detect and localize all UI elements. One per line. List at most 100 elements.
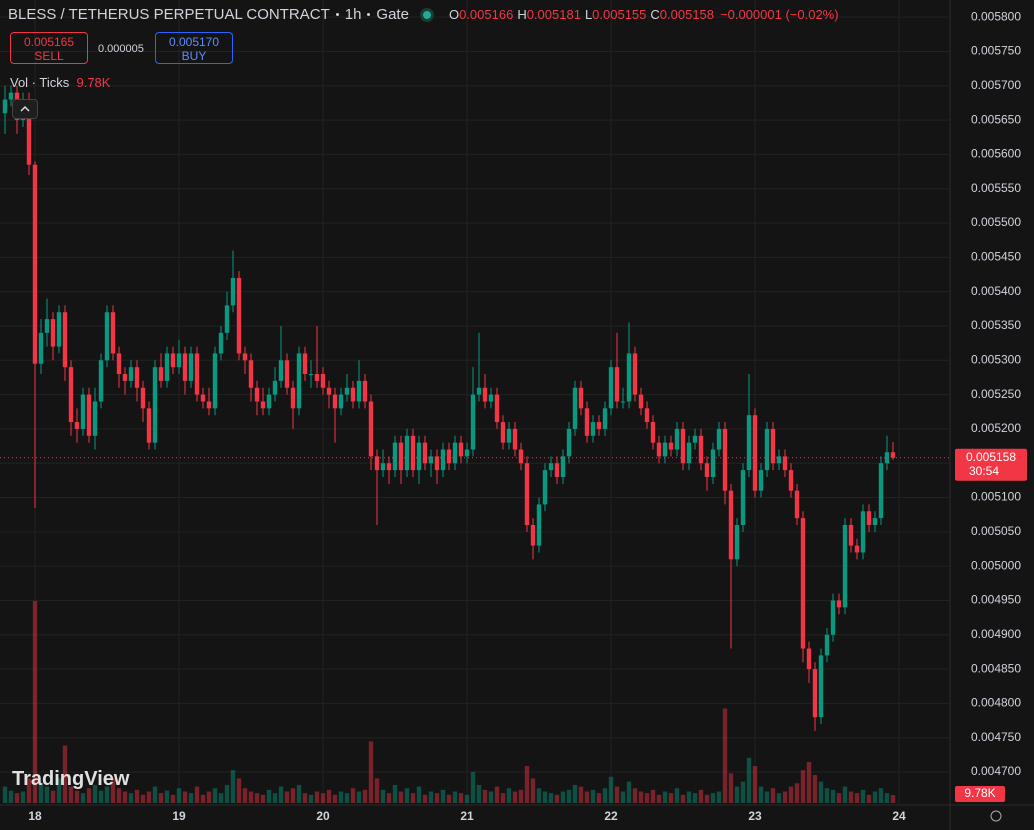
volume-bar bbox=[800, 770, 806, 803]
candle-body bbox=[572, 387, 578, 429]
volume-bar bbox=[242, 788, 248, 803]
volume-bar bbox=[200, 794, 206, 803]
x-tick-label: 24 bbox=[892, 809, 906, 823]
volume-bar bbox=[176, 788, 182, 803]
volume-bar bbox=[452, 791, 458, 803]
candle-body bbox=[86, 394, 92, 436]
candle-body bbox=[56, 312, 62, 347]
candle-body bbox=[326, 387, 332, 395]
volume-bar bbox=[662, 791, 668, 803]
candle-body bbox=[350, 387, 356, 402]
ohlc-value: 0.005155 bbox=[592, 7, 647, 22]
volume-bar bbox=[764, 791, 770, 803]
candle-body bbox=[704, 463, 710, 477]
candle-body bbox=[242, 353, 248, 361]
candle-body bbox=[212, 353, 218, 409]
candle-body bbox=[758, 470, 764, 491]
candle-body bbox=[416, 442, 422, 471]
candle-body bbox=[776, 456, 782, 464]
volume-bar bbox=[470, 771, 476, 803]
candle-body bbox=[524, 463, 530, 525]
candle-body bbox=[254, 387, 260, 402]
candle-body bbox=[650, 422, 656, 443]
volume-bar bbox=[266, 789, 272, 803]
y-tick-label: 0.005700 bbox=[971, 78, 1021, 92]
candle-body bbox=[548, 463, 554, 471]
volume-bar bbox=[776, 793, 782, 803]
candle-body bbox=[518, 449, 524, 464]
volume-bar bbox=[152, 786, 158, 803]
volume-bar bbox=[518, 789, 524, 803]
volume-bar bbox=[74, 790, 80, 803]
candle-body bbox=[884, 452, 890, 464]
volume-bar bbox=[98, 790, 104, 803]
candle-body bbox=[308, 374, 314, 376]
candle-body bbox=[422, 442, 428, 464]
volume-bar bbox=[488, 791, 494, 803]
candle-body bbox=[566, 428, 572, 457]
last-price-box bbox=[955, 448, 1027, 481]
candle-body bbox=[794, 490, 800, 519]
sell-price: 0.005165 bbox=[23, 35, 75, 49]
candle-body bbox=[596, 422, 602, 429]
candle-body bbox=[698, 435, 704, 464]
volume-bar bbox=[218, 793, 224, 803]
candle-body bbox=[824, 634, 830, 656]
candle-body bbox=[428, 456, 434, 464]
candle-body bbox=[284, 360, 290, 388]
candle-body bbox=[446, 449, 452, 464]
candle-body bbox=[842, 525, 848, 608]
x-tick-label: 20 bbox=[316, 809, 330, 823]
volume-bar bbox=[884, 793, 890, 803]
candle-body bbox=[872, 518, 878, 525]
y-tick-label: 0.005050 bbox=[971, 524, 1021, 538]
sell-button[interactable]: 0.005165 SELL bbox=[10, 32, 88, 64]
candle-body bbox=[338, 394, 344, 409]
candle-body bbox=[164, 353, 170, 381]
candle-body bbox=[584, 408, 590, 436]
volume-bar bbox=[842, 786, 848, 803]
y-tick-label: 0.004800 bbox=[971, 696, 1021, 710]
candle-body bbox=[494, 394, 500, 423]
x-tick-label: 23 bbox=[748, 809, 762, 823]
candle-body bbox=[194, 353, 200, 395]
volume-bar bbox=[404, 788, 410, 803]
candle-body bbox=[578, 387, 584, 409]
y-tick-label: 0.005200 bbox=[971, 421, 1021, 435]
volume-bar bbox=[848, 791, 854, 803]
volume-bar bbox=[458, 793, 464, 803]
volume-bar bbox=[110, 778, 116, 803]
candle-body bbox=[434, 456, 440, 471]
candle-body bbox=[404, 435, 410, 471]
candle-body bbox=[800, 518, 806, 649]
volume-bar bbox=[164, 790, 170, 803]
volume-bar bbox=[416, 786, 422, 803]
collapse-button[interactable] bbox=[12, 99, 38, 119]
candle-body bbox=[770, 428, 776, 464]
buy-button[interactable]: 0.005170 BUY bbox=[155, 32, 233, 64]
y-tick-label: 0.005600 bbox=[971, 147, 1021, 161]
volume-bar bbox=[584, 791, 590, 803]
volume-bar bbox=[236, 778, 242, 803]
candle-body bbox=[620, 401, 626, 403]
candle-body bbox=[290, 387, 296, 409]
volume-bar bbox=[572, 784, 578, 803]
volume-bar bbox=[740, 781, 746, 803]
candle-body bbox=[104, 312, 110, 361]
y-tick-label: 0.005500 bbox=[971, 215, 1021, 229]
candle-body bbox=[380, 463, 386, 471]
candle-body bbox=[554, 463, 560, 477]
volume-bar bbox=[326, 789, 332, 803]
volume-bar bbox=[44, 786, 50, 803]
candle-body bbox=[482, 387, 488, 402]
candle-body bbox=[386, 463, 392, 471]
volume-bar bbox=[314, 791, 320, 803]
candle-body bbox=[134, 367, 140, 388]
candle-body bbox=[644, 408, 650, 423]
volume-bar bbox=[758, 786, 764, 803]
candle-body bbox=[356, 380, 362, 402]
volume-bar bbox=[296, 784, 302, 803]
volume-bar bbox=[422, 794, 428, 803]
candle-body bbox=[50, 319, 56, 347]
